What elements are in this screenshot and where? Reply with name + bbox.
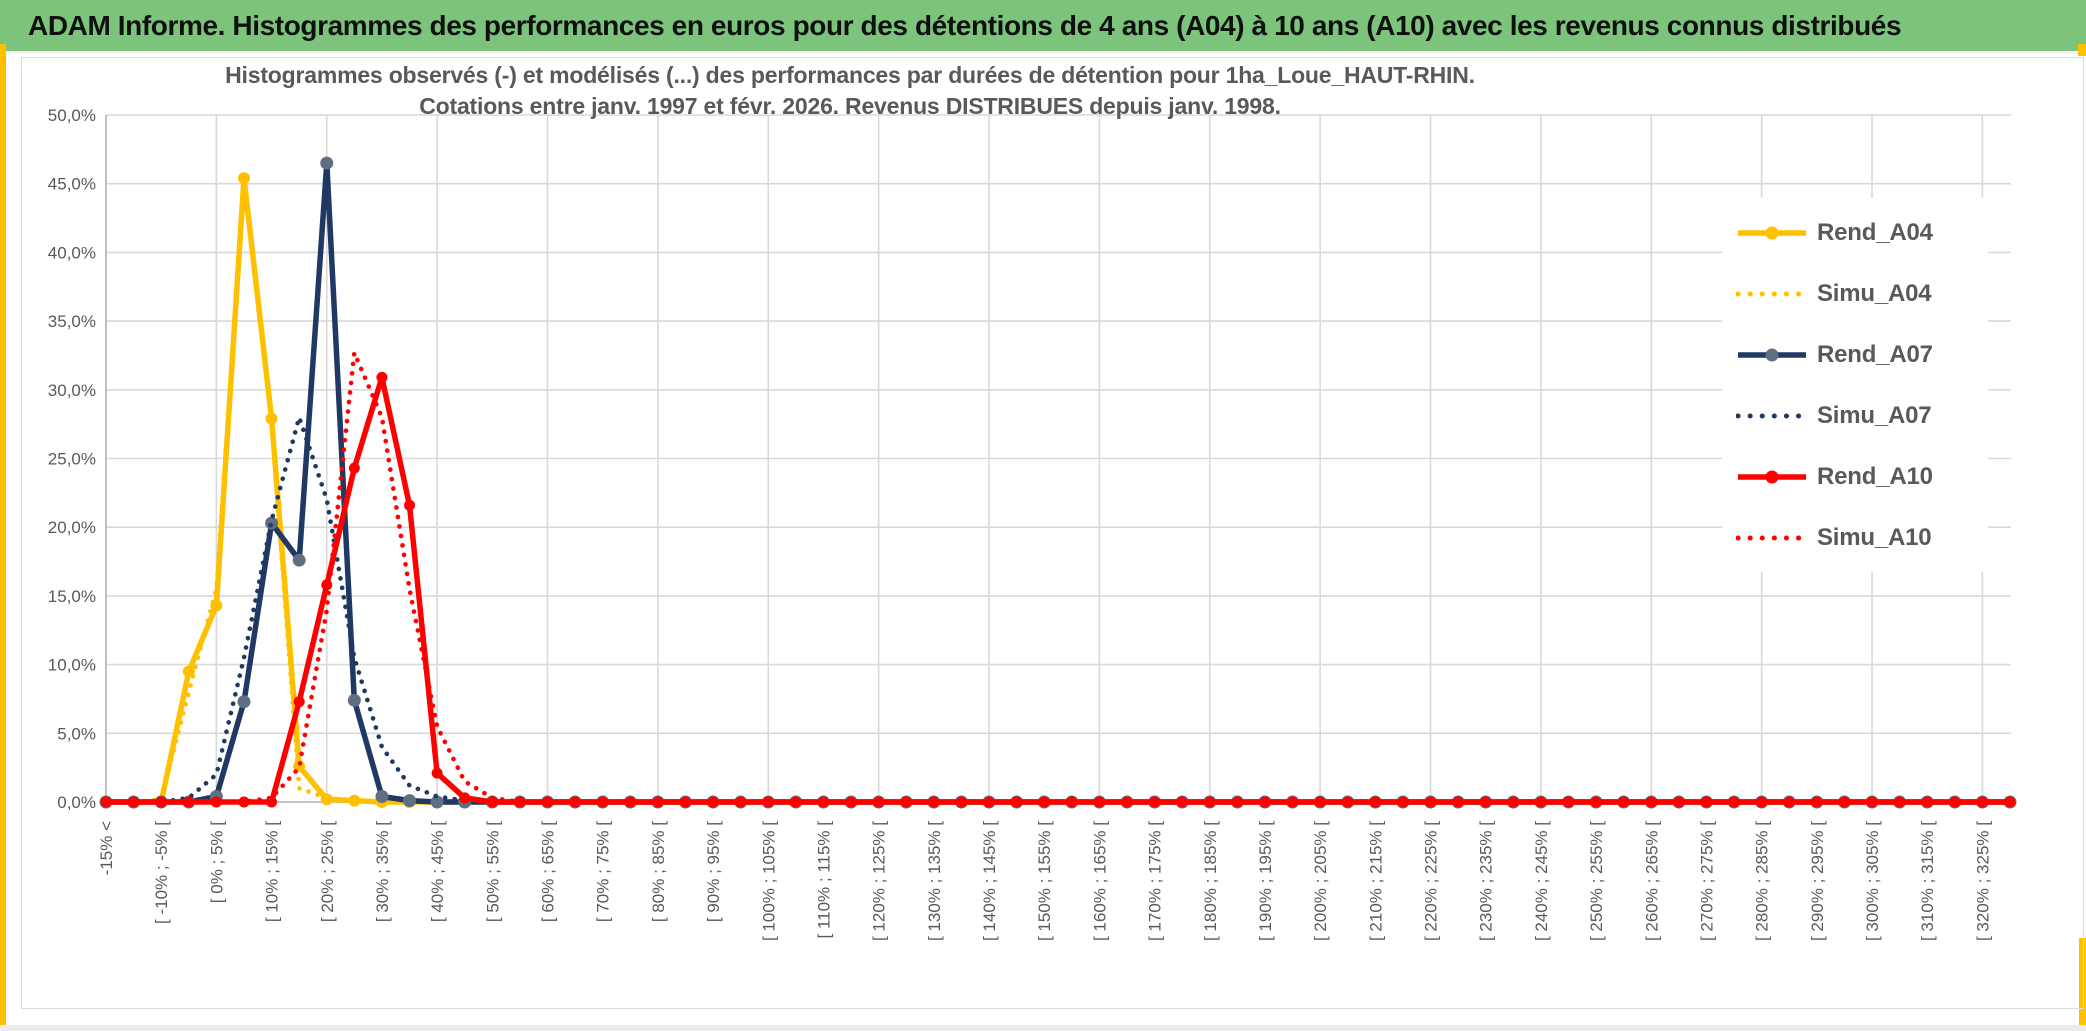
solid-line-sample-icon <box>1736 469 1810 485</box>
solid-line-sample-icon <box>1736 347 1810 363</box>
svg-text:[ 50% ; 55% [: [ 50% ; 55% [ <box>483 821 502 922</box>
svg-text:[ 60% ; 65% [: [ 60% ; 65% [ <box>539 821 558 922</box>
window-bottom-edge <box>0 1025 2086 1031</box>
solid-line-sample-icon <box>1736 225 1810 241</box>
yellow-left-border <box>0 44 6 1031</box>
svg-text:[ 210% ; 215% [: [ 210% ; 215% [ <box>1366 821 1385 941</box>
svg-text:[ 200% ; 205% [: [ 200% ; 205% [ <box>1311 821 1330 941</box>
svg-text:[ 30% ; 35% [: [ 30% ; 35% [ <box>373 821 392 922</box>
svg-text:-15% <: -15% < <box>97 821 116 875</box>
window-title-bar: ADAM Informe. Histogrammes des performan… <box>0 0 2086 54</box>
svg-text:[ 70% ; 75% [: [ 70% ; 75% [ <box>594 821 613 922</box>
legend: Rend_A04 Simu_A04 Rend_A07 Simu_A07 Rend… <box>1722 198 1988 572</box>
yellow-right-border <box>2079 938 2086 1031</box>
legend-label: Rend_A10 <box>1817 462 1933 490</box>
dotted-line-sample-icon <box>1736 286 1810 302</box>
svg-text:[ 310% ; 315% [: [ 310% ; 315% [ <box>1918 821 1937 941</box>
svg-text:40,0%: 40,0% <box>48 243 96 262</box>
svg-text:50,0%: 50,0% <box>48 106 96 125</box>
yellow-top-right-corner <box>2078 44 2086 56</box>
legend-item-rend-a10[interactable]: Rend_A10 <box>1736 449 1988 505</box>
legend-label: Rend_A07 <box>1817 340 1933 368</box>
svg-text:[ 250% ; 255% [: [ 250% ; 255% [ <box>1587 821 1606 941</box>
svg-text:0,0%: 0,0% <box>57 793 96 812</box>
svg-text:[ 120% ; 125% [: [ 120% ; 125% [ <box>870 821 889 941</box>
svg-text:[ 150% ; 155% [: [ 150% ; 155% [ <box>1035 821 1054 941</box>
svg-text:[ 180% ; 185% [: [ 180% ; 185% [ <box>1201 821 1220 941</box>
window-title: ADAM Informe. Histogrammes des performan… <box>28 9 1902 41</box>
legend-label: Rend_A04 <box>1817 218 1933 246</box>
svg-text:10,0%: 10,0% <box>48 656 96 675</box>
legend-label: Simu_A04 <box>1817 279 1932 307</box>
chart-title-line1: Histogrammes observés (-) et modélisés (… <box>225 62 1475 88</box>
svg-text:[ 260% ; 265% [: [ 260% ; 265% [ <box>1642 821 1661 941</box>
chart-object[interactable] <box>21 57 2084 1009</box>
svg-text:[ 40% ; 45% [: [ 40% ; 45% [ <box>428 821 447 922</box>
svg-text:[ 140% ; 145% [: [ 140% ; 145% [ <box>980 821 999 941</box>
svg-text:20,0%: 20,0% <box>48 518 96 537</box>
dotted-line-sample-icon <box>1736 530 1810 546</box>
svg-text:[ 80% ; 85% [: [ 80% ; 85% [ <box>649 821 668 922</box>
svg-text:[ 270% ; 275% [: [ 270% ; 275% [ <box>1697 821 1716 941</box>
svg-text:[ 160% ; 165% [: [ 160% ; 165% [ <box>1090 821 1109 941</box>
svg-text:30,0%: 30,0% <box>48 381 96 400</box>
legend-label: Simu_A10 <box>1817 523 1932 551</box>
svg-text:35,0%: 35,0% <box>48 312 96 331</box>
svg-text:[ 280% ; 285% [: [ 280% ; 285% [ <box>1753 821 1772 941</box>
svg-text:[ 100% ; 105% [: [ 100% ; 105% [ <box>759 821 778 941</box>
svg-text:[ 290% ; 295% [: [ 290% ; 295% [ <box>1808 821 1827 941</box>
svg-text:[ 10% ; 15% [: [ 10% ; 15% [ <box>263 821 282 922</box>
dotted-line-sample-icon <box>1736 408 1810 424</box>
svg-text:[ 130% ; 135% [: [ 130% ; 135% [ <box>925 821 944 941</box>
svg-text:[ 110% ; 115% [: [ 110% ; 115% [ <box>814 821 833 939</box>
svg-text:[ 300% ; 305% [: [ 300% ; 305% [ <box>1863 821 1882 941</box>
svg-text:[ 190% ; 195% [: [ 190% ; 195% [ <box>1256 821 1275 941</box>
svg-text:[ -10% ; -5% [: [ -10% ; -5% [ <box>152 821 171 924</box>
svg-text:[ 90% ; 95% [: [ 90% ; 95% [ <box>704 821 723 922</box>
svg-text:[ 320% ; 325% [: [ 320% ; 325% [ <box>1973 821 1992 941</box>
svg-text:45,0%: 45,0% <box>48 175 96 194</box>
legend-label: Simu_A07 <box>1817 401 1932 429</box>
legend-item-simu-a04[interactable]: Simu_A04 <box>1736 266 1988 322</box>
chart-title-line2: Cotations entre janv. 1997 et févr. 2026… <box>419 93 1281 119</box>
chart-title: Histogrammes observés (-) et modélisés (… <box>110 60 1590 122</box>
svg-text:25,0%: 25,0% <box>48 450 96 469</box>
legend-item-simu-a10[interactable]: Simu_A10 <box>1736 510 1988 566</box>
svg-text:5,0%: 5,0% <box>57 724 96 743</box>
svg-text:[ 20% ; 25% [: [ 20% ; 25% [ <box>318 821 337 922</box>
svg-text:[ 220% ; 225% [: [ 220% ; 225% [ <box>1422 821 1441 941</box>
svg-text:15,0%: 15,0% <box>48 587 96 606</box>
svg-text:[ 240% ; 245% [: [ 240% ; 245% [ <box>1532 821 1551 941</box>
svg-text:[ 0% ; 5% [: [ 0% ; 5% [ <box>207 821 226 903</box>
legend-item-simu-a07[interactable]: Simu_A07 <box>1736 388 1988 444</box>
legend-item-rend-a07[interactable]: Rend_A07 <box>1736 327 1988 383</box>
legend-item-rend-a04[interactable]: Rend_A04 <box>1736 205 1988 261</box>
svg-text:[ 170% ; 175% [: [ 170% ; 175% [ <box>1146 821 1165 941</box>
svg-text:[ 230% ; 235% [: [ 230% ; 235% [ <box>1477 821 1496 941</box>
